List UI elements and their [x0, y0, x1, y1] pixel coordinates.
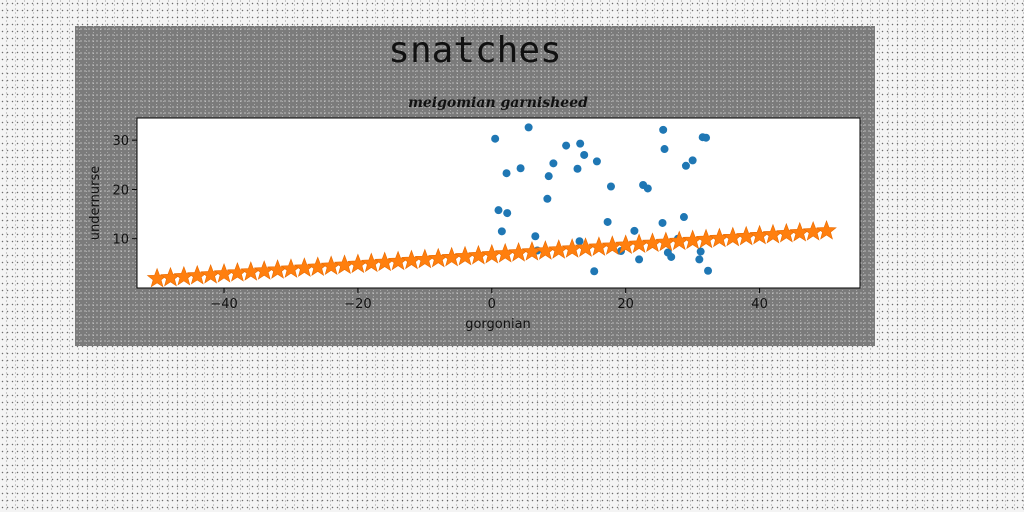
y-tick-label: 20 — [112, 183, 129, 198]
chart: meigomian garnisheed −40 −20 0 20 40 102030 … — [88, 95, 861, 332]
data-point — [679, 213, 688, 222]
x-tick-label: 40 — [751, 297, 768, 312]
y-axis: 10 20 30 — [112, 134, 137, 248]
plot-area — [136, 117, 861, 289]
x-axis: −40 −20 0 20 40 — [210, 288, 768, 312]
figure-title: snatches — [388, 30, 562, 71]
x-axis-label: gorgonian — [465, 317, 531, 332]
data-point — [562, 141, 571, 150]
data-point — [543, 194, 552, 203]
data-point — [630, 226, 639, 235]
data-point — [576, 139, 585, 148]
data-point — [667, 252, 676, 261]
data-point — [590, 267, 599, 276]
y-tick-label: 10 — [112, 233, 129, 248]
x-tick-label: −40 — [210, 297, 237, 312]
data-point — [688, 156, 697, 165]
data-point — [516, 164, 525, 173]
data-point — [681, 161, 690, 170]
data-point — [494, 206, 503, 215]
data-point — [497, 227, 506, 236]
data-point — [580, 150, 589, 159]
data-point — [502, 169, 511, 178]
data-point — [658, 218, 667, 227]
data-point — [575, 237, 584, 246]
data-point — [660, 145, 669, 154]
data-point — [531, 232, 540, 241]
data-point — [704, 266, 713, 275]
data-point — [603, 217, 612, 226]
x-tick-label: 20 — [617, 297, 634, 312]
data-point — [695, 255, 704, 264]
series-stars — [146, 219, 837, 288]
x-tick-label: −20 — [344, 297, 371, 312]
data-point — [702, 133, 711, 142]
y-axis-label: undernurse — [88, 166, 103, 240]
y-tick-label: 30 — [112, 134, 129, 149]
x-tick-label: 0 — [488, 297, 496, 312]
chart-subtitle: meigomian garnisheed — [408, 95, 588, 111]
star-point — [816, 219, 837, 240]
data-point — [491, 134, 500, 143]
data-point — [696, 247, 705, 256]
data-point — [659, 125, 668, 134]
data-point — [524, 123, 533, 132]
data-point — [503, 209, 512, 218]
data-point — [544, 172, 553, 181]
data-point — [635, 255, 644, 264]
data-point — [573, 164, 582, 173]
figure: snatches meigomian garnisheed −40 −20 0 20 4… — [75, 26, 875, 346]
data-point — [606, 182, 615, 191]
data-point — [549, 159, 558, 168]
data-point — [592, 157, 601, 166]
data-point — [643, 184, 652, 193]
